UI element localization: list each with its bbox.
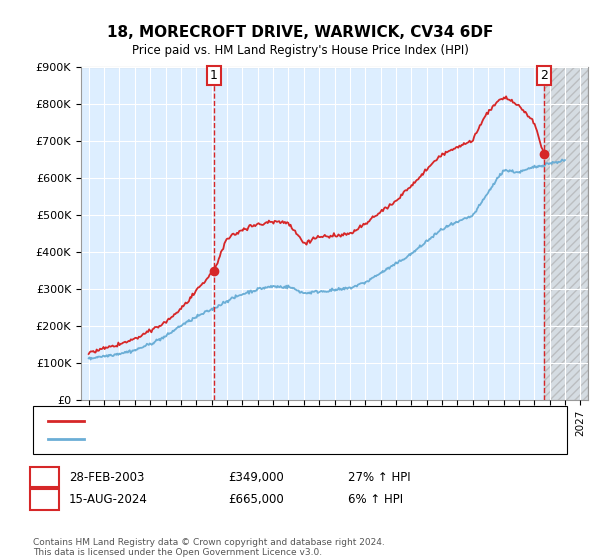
Text: 28-FEB-2003: 28-FEB-2003 (69, 470, 145, 484)
Text: Contains HM Land Registry data © Crown copyright and database right 2024.
This d: Contains HM Land Registry data © Crown c… (33, 538, 385, 557)
Text: £665,000: £665,000 (228, 493, 284, 506)
Text: 27% ↑ HPI: 27% ↑ HPI (348, 470, 410, 484)
Text: 2: 2 (40, 493, 49, 506)
Text: £349,000: £349,000 (228, 470, 284, 484)
Text: 6% ↑ HPI: 6% ↑ HPI (348, 493, 403, 506)
Text: HPI: Average price, detached house, Warwick: HPI: Average price, detached house, Warw… (93, 434, 341, 444)
Text: 15-AUG-2024: 15-AUG-2024 (69, 493, 148, 506)
Text: 18, MORECROFT DRIVE, WARWICK, CV34 6DF (detached house): 18, MORECROFT DRIVE, WARWICK, CV34 6DF (… (93, 416, 441, 426)
Text: 1: 1 (40, 470, 49, 484)
Text: Price paid vs. HM Land Registry's House Price Index (HPI): Price paid vs. HM Land Registry's House … (131, 44, 469, 57)
Text: 1: 1 (210, 69, 218, 82)
Text: 2: 2 (540, 69, 548, 82)
Text: 18, MORECROFT DRIVE, WARWICK, CV34 6DF: 18, MORECROFT DRIVE, WARWICK, CV34 6DF (107, 25, 493, 40)
